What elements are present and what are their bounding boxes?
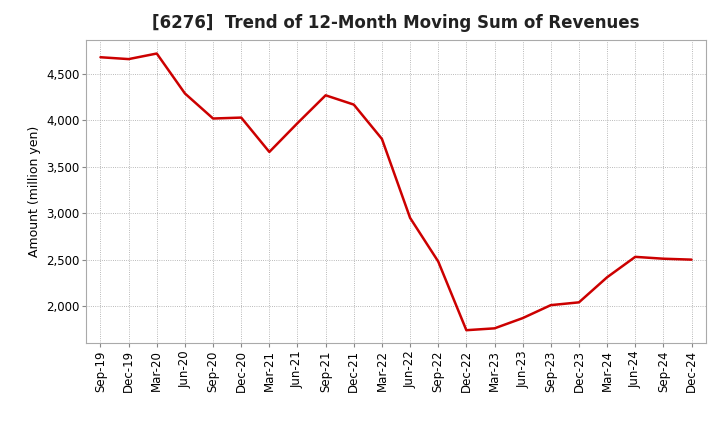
- Y-axis label: Amount (million yen): Amount (million yen): [27, 126, 40, 257]
- Title: [6276]  Trend of 12-Month Moving Sum of Revenues: [6276] Trend of 12-Month Moving Sum of R…: [152, 15, 640, 33]
